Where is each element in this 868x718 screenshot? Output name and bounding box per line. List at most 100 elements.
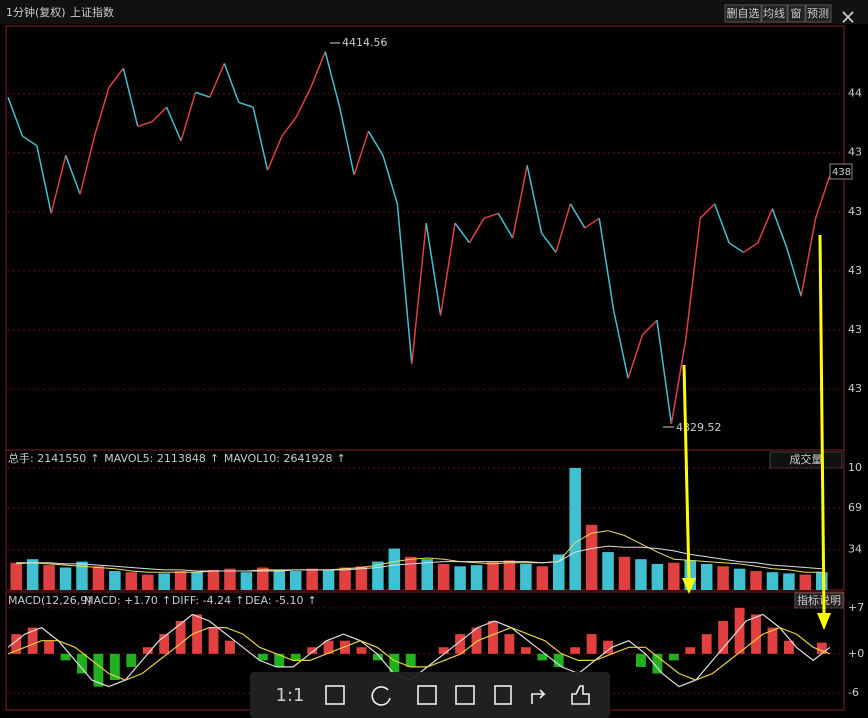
macd-bar (11, 634, 22, 654)
save-icon[interactable] (417, 685, 437, 705)
macd-bar (142, 647, 153, 654)
volume-bar (487, 561, 499, 590)
help-label: 指标说明 (797, 593, 841, 607)
price-segment (338, 107, 355, 176)
price-segment (137, 120, 153, 128)
y-tick-label: 43 (848, 264, 862, 277)
price-segment (627, 334, 644, 379)
button-label: 预测 (807, 7, 829, 20)
volume-bar (76, 561, 88, 590)
button[interactable] (787, 4, 806, 23)
button-label: 删自选 (727, 7, 760, 20)
macd-bar (274, 653, 285, 667)
legend-arrow: ↑ (336, 452, 345, 465)
volume-bar (141, 574, 154, 590)
price-segment (670, 339, 687, 424)
price-segment (281, 116, 298, 137)
buttons: 删自选 均线 窗 预测 (724, 4, 832, 23)
arrows (682, 234, 831, 630)
index-name: 上证指数 (70, 5, 114, 19)
volume-bar (717, 566, 729, 590)
favorite-icon[interactable] (455, 685, 475, 705)
period: 1分钟(复权) (6, 5, 66, 19)
macd-bar (257, 653, 268, 661)
share-icon[interactable] (531, 689, 546, 704)
macd-bar (636, 653, 646, 667)
page-icon[interactable] (494, 685, 512, 705)
macd-bar (718, 621, 729, 654)
price-segment (165, 106, 182, 142)
arrow-head (817, 613, 831, 630)
price-segment (353, 131, 370, 176)
price-segment (713, 203, 730, 244)
price-segment (122, 68, 139, 127)
high-label: 4414.56 (342, 36, 388, 49)
price-segment (598, 218, 615, 311)
volume-bar (158, 573, 170, 590)
volume-bar (26, 559, 39, 590)
indicator-select[interactable] (769, 451, 843, 469)
price-segment (180, 92, 197, 142)
price-segment (310, 51, 326, 88)
legend-entry: DEA: -5.10 (245, 594, 303, 607)
volume-bar (125, 572, 138, 590)
price-segment (396, 203, 413, 365)
macd-bar (783, 640, 794, 654)
fit-icon[interactable] (325, 685, 345, 705)
macd-bar (537, 653, 548, 661)
close-button[interactable]: × (840, 5, 857, 29)
zoom-button[interactable]: 1:1 (276, 685, 305, 706)
button[interactable] (724, 4, 762, 23)
macd-bar (455, 634, 466, 654)
like-icon[interactable] (571, 685, 590, 705)
macd-bar (175, 621, 186, 654)
rotate-icon[interactable] (371, 686, 391, 706)
volume-bar (240, 572, 253, 590)
volume-bar (520, 563, 532, 590)
macd-bar (372, 653, 383, 661)
macd-bar (27, 627, 38, 654)
volume-bar (207, 569, 220, 590)
macd-bar (685, 647, 696, 654)
price-segment (367, 130, 384, 156)
volume-bar (437, 563, 450, 590)
price-segment (411, 223, 427, 365)
y-tick-label: 43 (848, 205, 862, 218)
volume-bar (174, 571, 187, 590)
price-segment (50, 155, 67, 214)
volume-bar (10, 562, 22, 590)
price-segment (612, 310, 629, 379)
button[interactable] (805, 4, 832, 23)
volume-bar (668, 562, 680, 590)
volume-bar (257, 567, 269, 590)
volume-bar (388, 548, 401, 590)
volume-bar (355, 566, 368, 590)
macd-line (7, 626, 831, 681)
price-segment (425, 223, 442, 316)
y-tick-label: -6 (848, 686, 859, 699)
price-segment (79, 135, 96, 195)
macd-bar (208, 627, 219, 654)
volume-bar (224, 568, 236, 590)
legend-arrow: ↑ (308, 594, 317, 607)
price-segment (540, 232, 557, 253)
price-segment (569, 203, 586, 229)
price-segment (483, 212, 499, 220)
volume-bar (59, 567, 72, 590)
legend-arrow: ↑ (90, 452, 99, 465)
volume-bar (816, 572, 828, 590)
low-label: 4329.52 (676, 421, 722, 434)
volume-bar (92, 566, 105, 590)
volume-bar (552, 554, 565, 590)
macd-bar (701, 634, 712, 654)
macd-bar (405, 653, 416, 667)
legend-entry: MACD: +1.70 (84, 594, 158, 607)
arrow-head (682, 578, 696, 594)
price-segment (526, 165, 543, 234)
y-tick-label: 69 (848, 501, 862, 514)
last-price: 438 (832, 167, 851, 178)
price-segment (22, 135, 38, 147)
button[interactable] (761, 4, 788, 23)
price-segment (468, 217, 485, 244)
volume-bar (799, 574, 812, 590)
